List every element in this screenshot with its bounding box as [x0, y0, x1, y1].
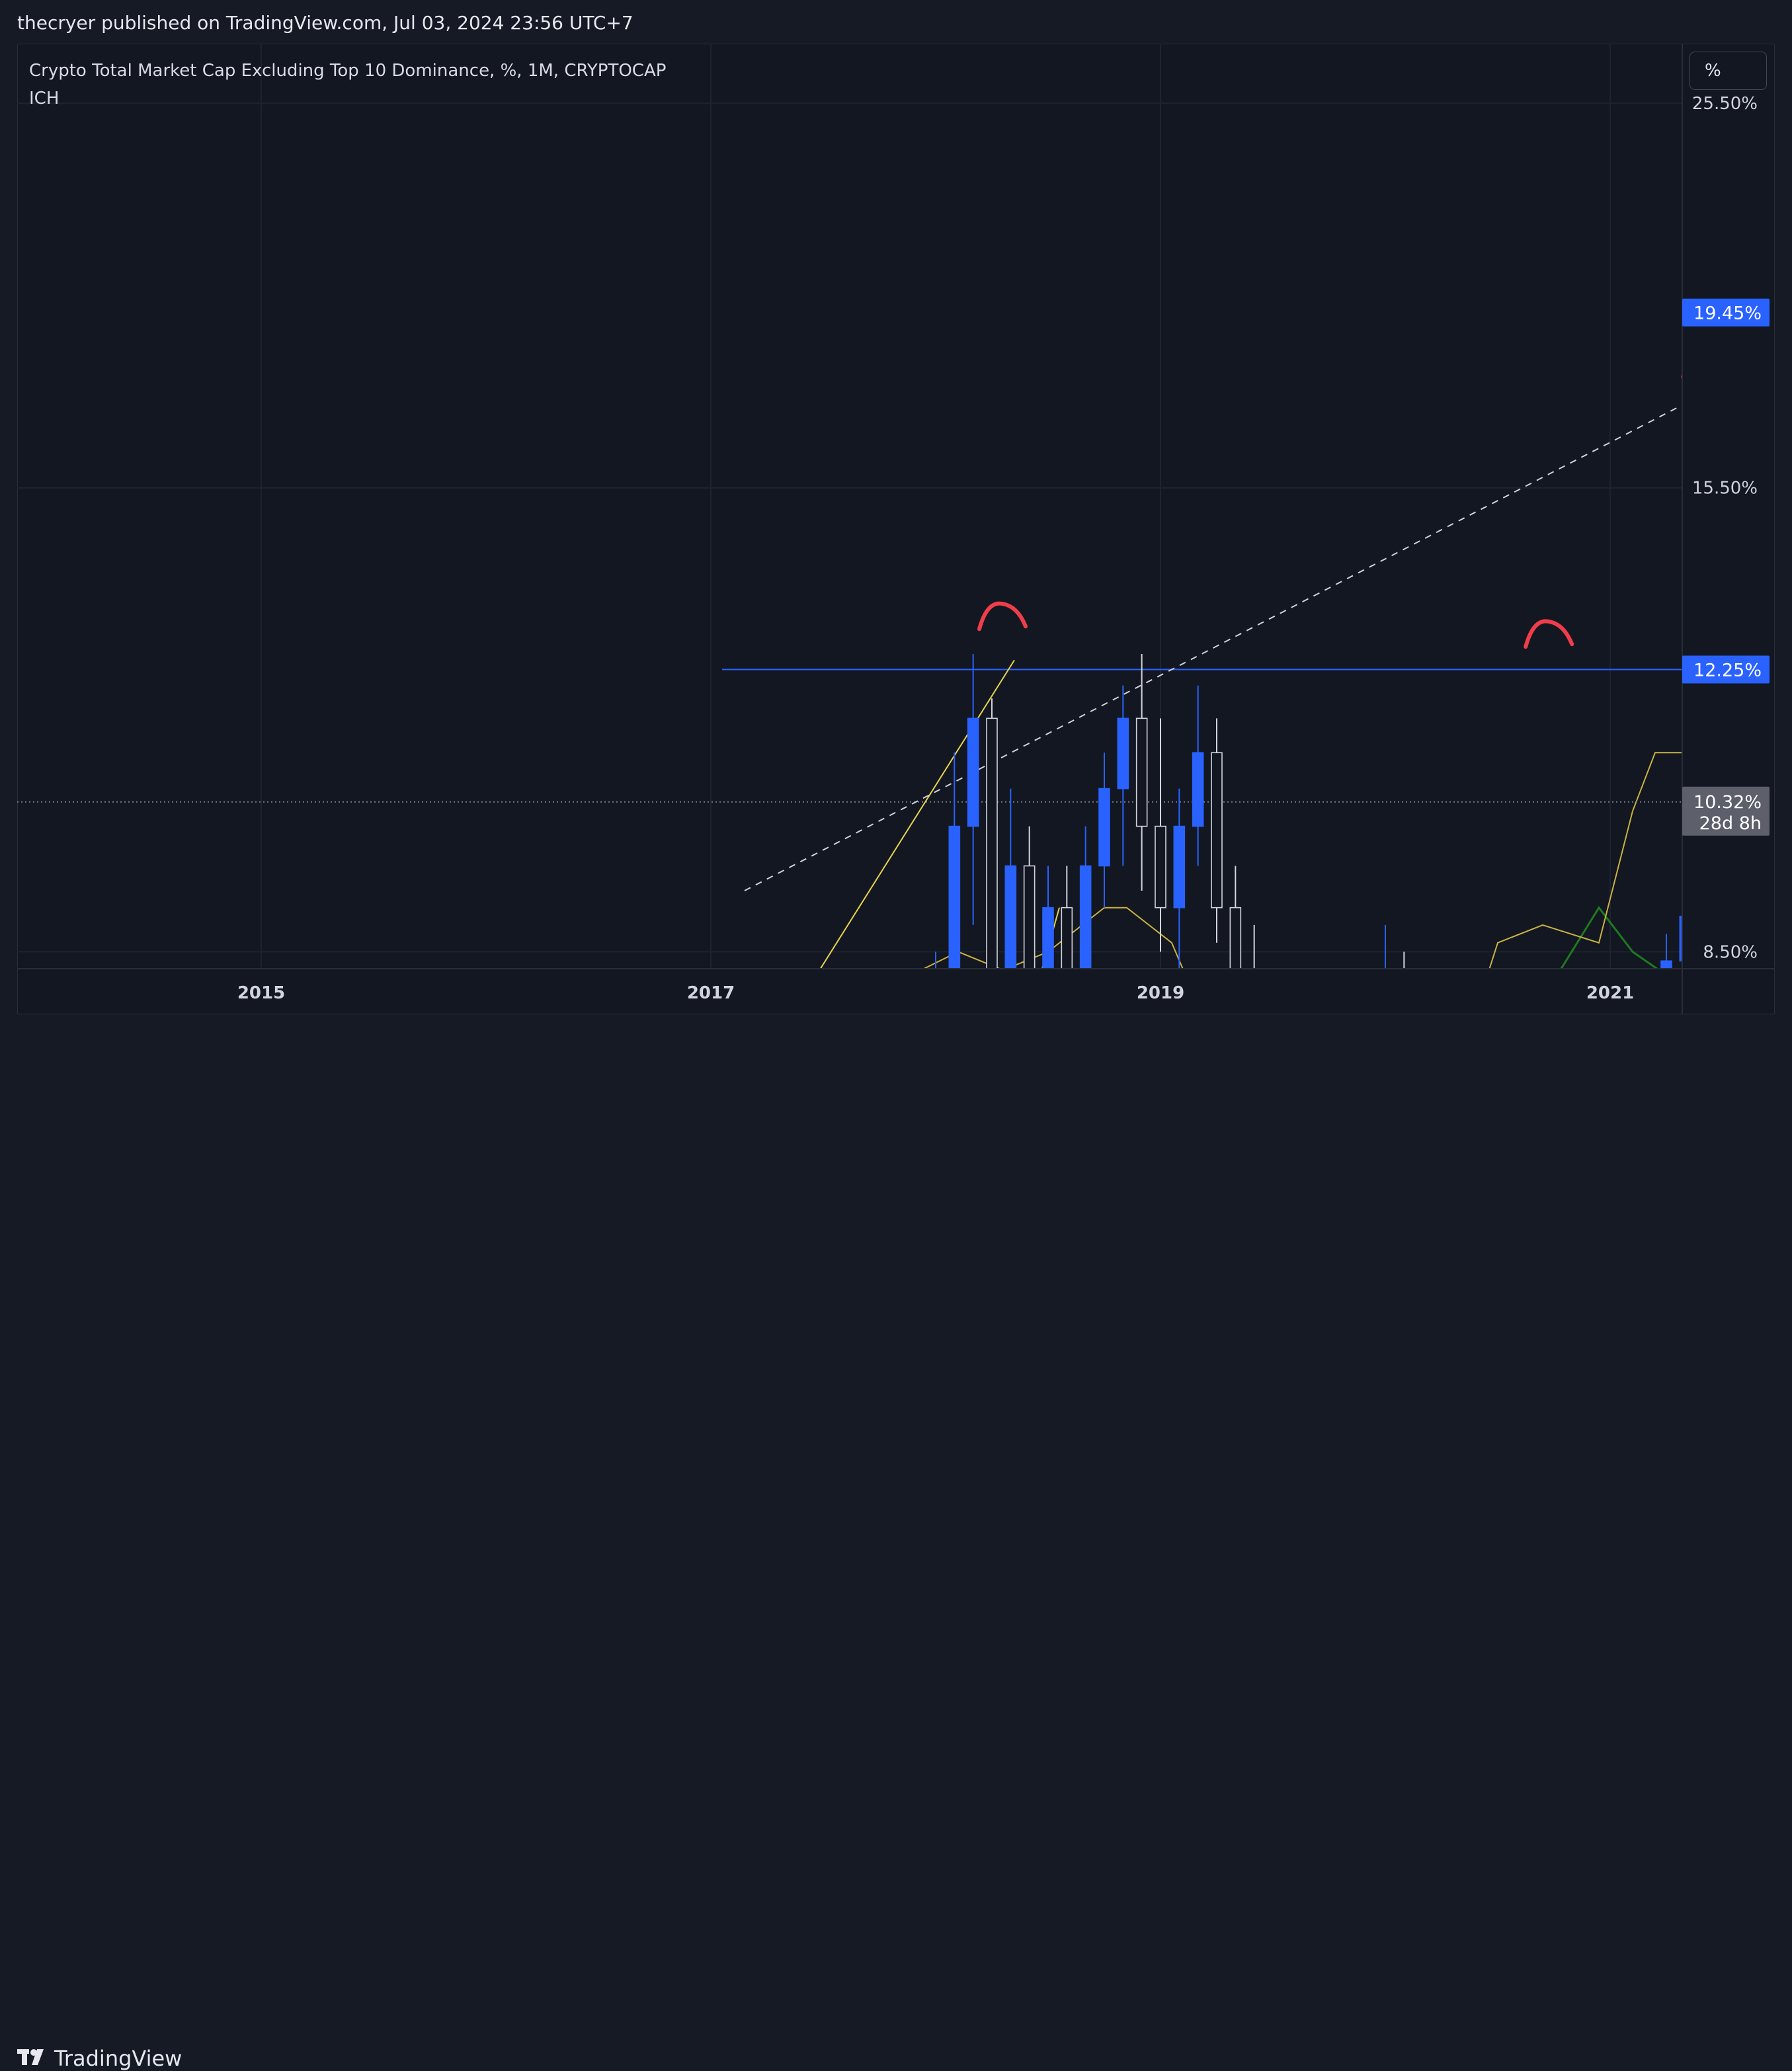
annotation-layer	[977, 372, 1682, 649]
candle-body	[1061, 907, 1073, 969]
red-top-arc	[977, 601, 1028, 631]
candle-body	[1023, 865, 1036, 969]
countdown-text: 28d 8h	[1699, 813, 1762, 834]
publisher-line: thecryer published on TradingView.com, J…	[17, 12, 633, 34]
candle-body	[1004, 865, 1017, 969]
channel-line	[744, 404, 1682, 891]
candle-body	[1042, 907, 1054, 969]
candle-body	[1173, 825, 1186, 909]
percent-scale-button[interactable]: %	[1690, 52, 1767, 90]
price-label-box	[1682, 655, 1770, 684]
candle-body	[1660, 960, 1672, 969]
time-tick-label: 2017	[687, 983, 735, 1003]
price-tick-label: 8.50%	[1703, 942, 1758, 962]
price-tick-label: 15.50%	[1692, 479, 1758, 499]
grid-layer	[17, 44, 1682, 969]
candle-body	[1229, 907, 1242, 969]
candle-layer	[935, 653, 1746, 1018]
price-label-box	[1682, 298, 1770, 327]
candle-body	[1135, 717, 1148, 827]
candle-body	[1098, 788, 1110, 867]
candle-body	[1117, 717, 1129, 790]
header: thecryer published on TradingView.com, J…	[0, 0, 1792, 44]
footer-brand: TradingView	[54, 2046, 183, 2071]
candle-body	[1679, 915, 1682, 962]
chart-frame[interactable]	[17, 44, 1775, 1014]
red-top-arc	[1681, 372, 1682, 379]
candle-body	[1736, 752, 1746, 781]
price-chart[interactable]: 37.50%31.50%25.50%15.50%8.50%7.00%5.50%4…	[0, 0, 1792, 1073]
candle-body	[986, 717, 998, 969]
candle-body	[1211, 752, 1223, 909]
candle-body	[1380, 979, 1391, 1018]
time-tick-label: 2019	[1137, 983, 1184, 1003]
tradingview-logo-icon	[17, 2049, 44, 2065]
candle-body	[967, 717, 979, 827]
footer: TradingView	[0, 1014, 1792, 2071]
candle-body	[1079, 865, 1092, 969]
legend-title: Crypto Total Market Cap Excluding Top 10…	[29, 61, 667, 81]
price-label-text: 19.45%	[1693, 304, 1762, 324]
candle-body	[1192, 752, 1204, 827]
last-price-box	[1682, 786, 1770, 836]
chart-legend: Crypto Total Market Cap Excluding Top 10…	[29, 57, 666, 112]
time-tick-label: 2021	[1586, 983, 1634, 1003]
axis-layer: 37.50%31.50%25.50%15.50%8.50%7.00%5.50%4…	[17, 44, 1775, 1014]
price-label-text: 12.25%	[1693, 661, 1762, 681]
last-price-text: 10.32%	[1693, 792, 1762, 813]
candle-body	[1699, 842, 1709, 916]
price-tick-label: 25.50%	[1692, 94, 1758, 114]
candle-body	[948, 825, 961, 969]
legend-indicator: ICH	[29, 89, 60, 108]
overlay-layer	[17, 404, 1682, 969]
candle-body	[1155, 825, 1166, 909]
trend-line	[819, 659, 1015, 969]
time-tick-label: 2015	[237, 983, 285, 1003]
red-top-arc	[1524, 619, 1574, 649]
